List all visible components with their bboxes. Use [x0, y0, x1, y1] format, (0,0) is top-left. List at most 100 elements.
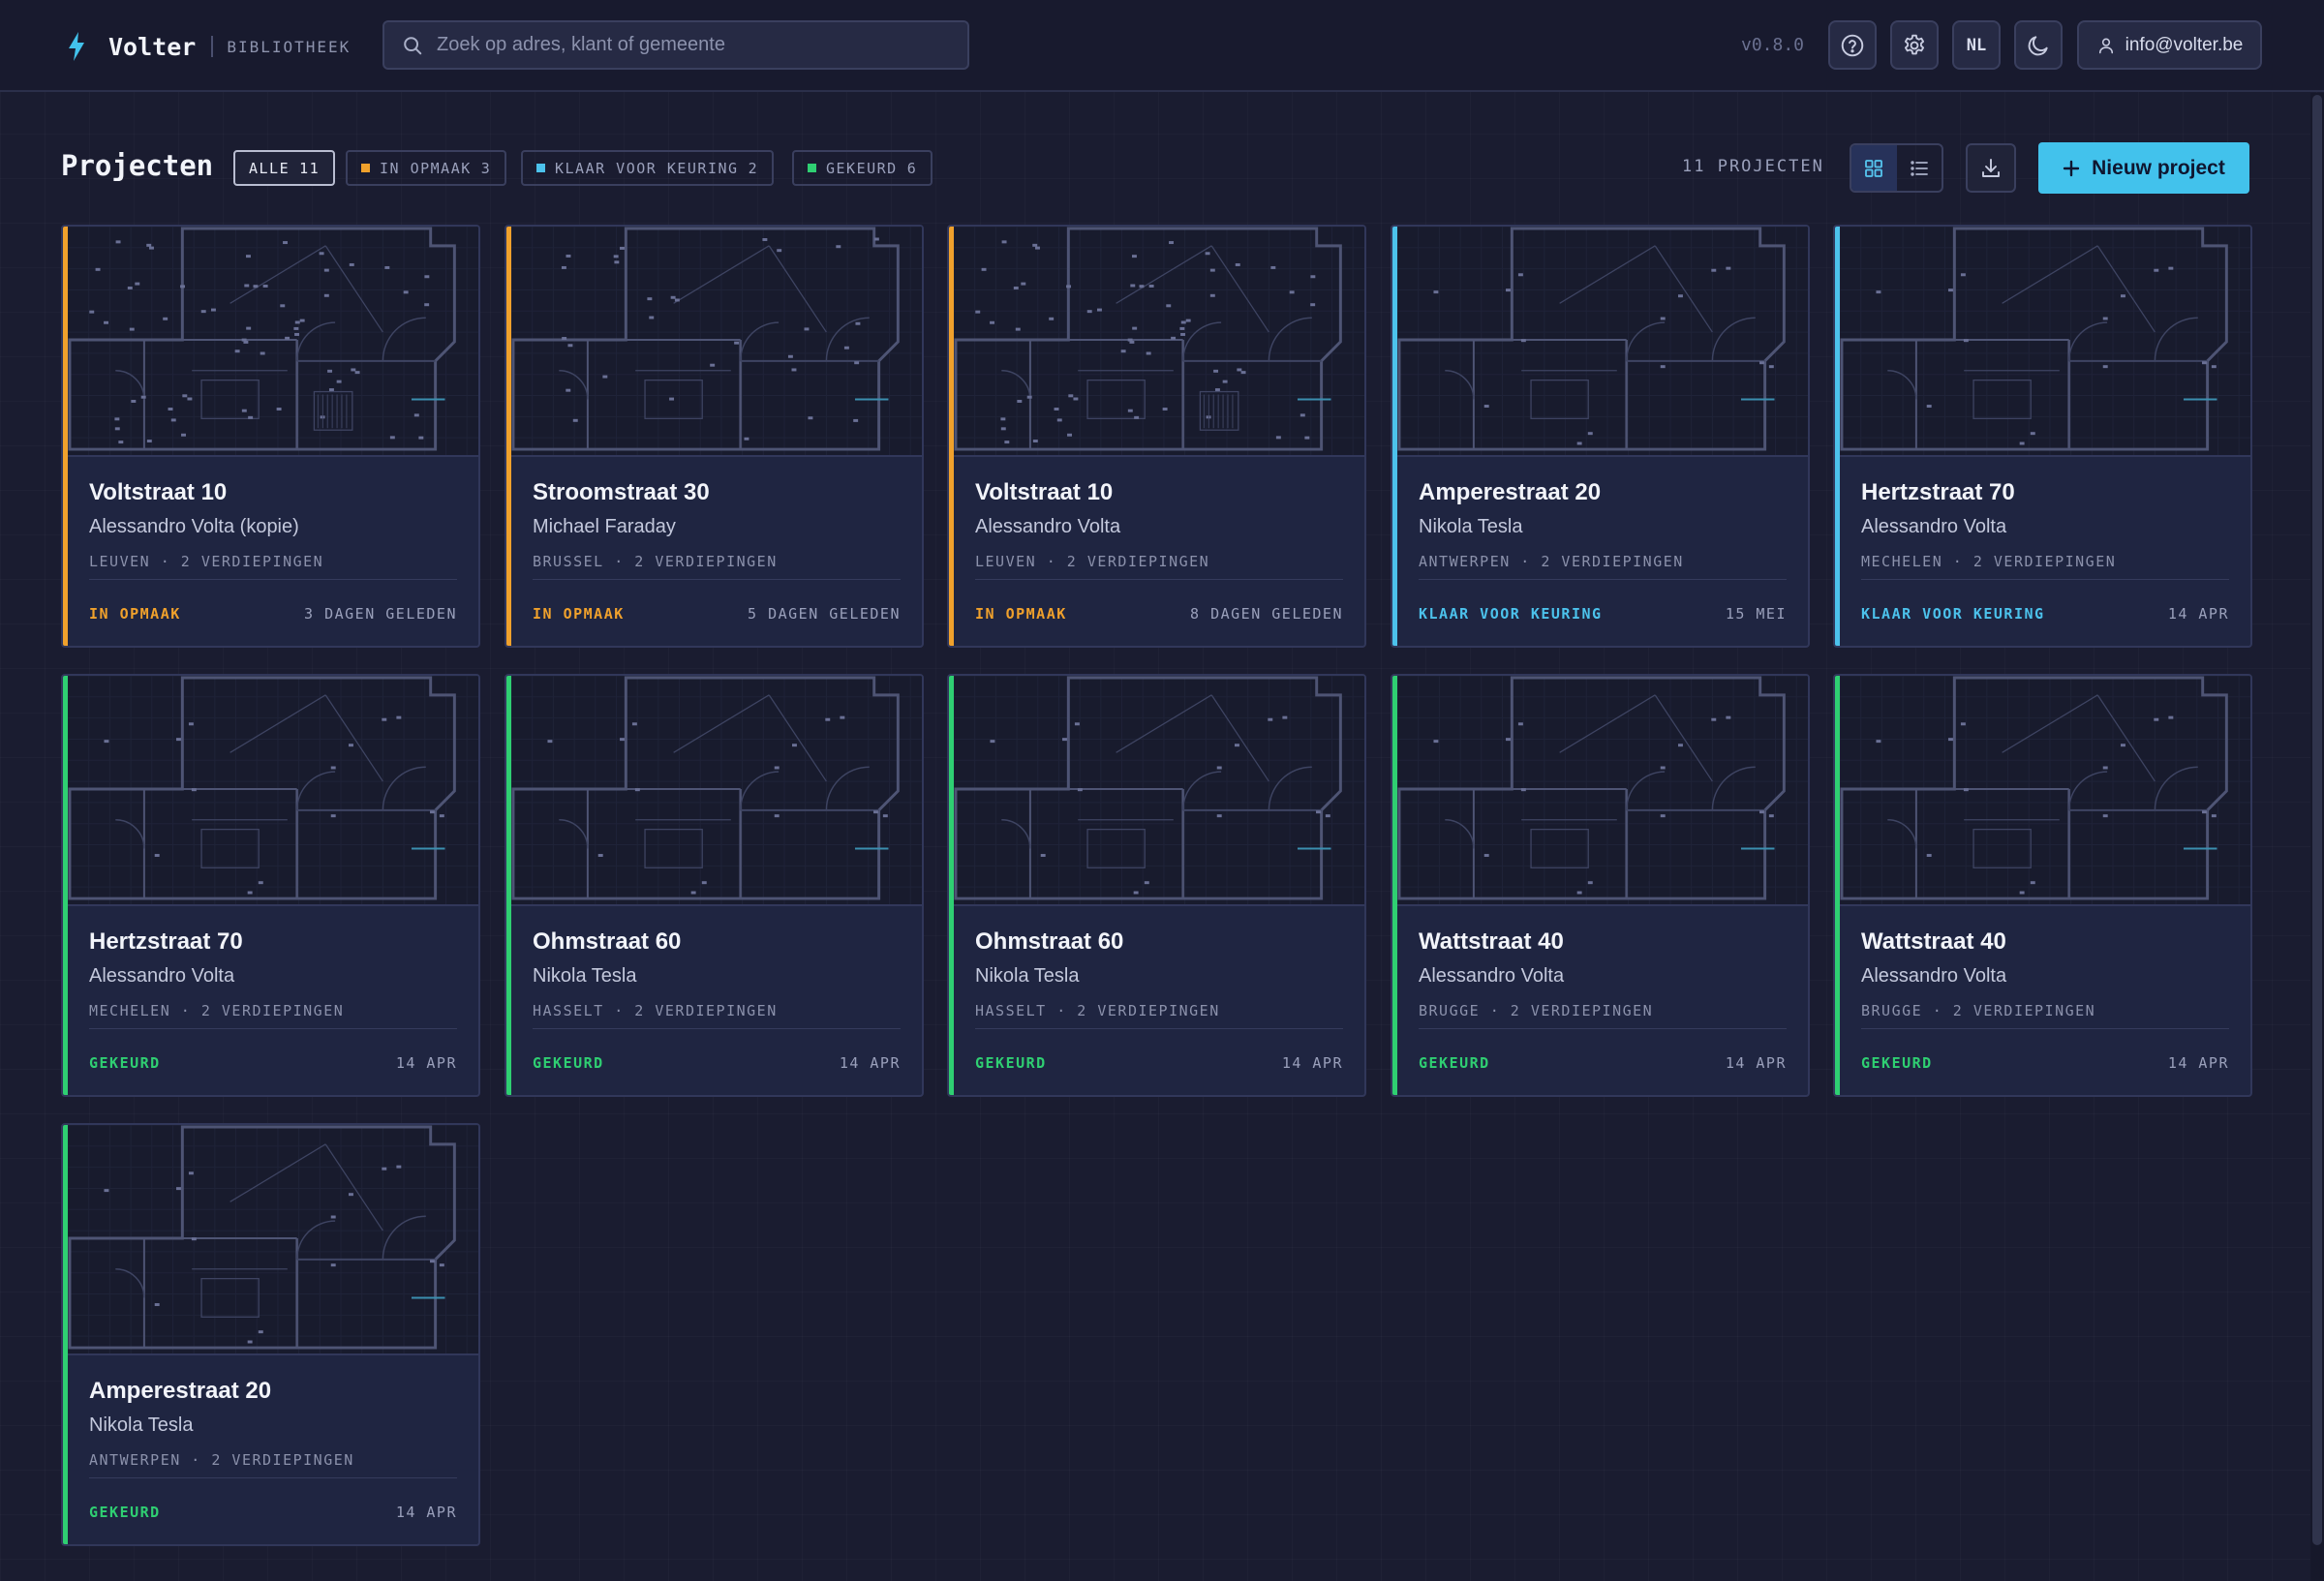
project-date: 14 APR	[1725, 1054, 1787, 1072]
project-title: Wattstraat 40	[1861, 928, 2006, 955]
filter-in-opmaak[interactable]: IN OPMAAK 3	[346, 150, 507, 186]
project-title: Amperestraat 20	[89, 1378, 272, 1404]
user-icon	[2098, 38, 2113, 53]
card-footer: GEKEURD 14 APR	[1419, 1054, 1787, 1072]
card-body: Wattstraat 40 Alessandro Volta BRUGGE · …	[1397, 908, 1808, 1095]
filter-klaar-voor-keuring[interactable]: KLAAR VOOR KEURING 2	[521, 150, 775, 186]
brand-divider	[211, 36, 214, 57]
status-label: GEKEURD	[1861, 1054, 1933, 1072]
project-meta: BRUGGE · 2 VERDIEPINGEN	[1861, 1002, 2229, 1029]
card-body: Amperestraat 20 Nikola Tesla ANTWERPEN ·…	[1397, 459, 1808, 646]
help-circle-icon	[1841, 34, 1864, 56]
project-card[interactable]: Amperestraat 20 Nikola Tesla ANTWERPEN ·…	[61, 1123, 480, 1546]
card-footer: IN OPMAAK 3 DAGEN GELEDEN	[89, 605, 457, 623]
filter-label: KLAAR VOOR KEURING	[555, 159, 739, 177]
status-accent-bar	[1392, 227, 1397, 646]
status-accent-bar	[506, 227, 511, 646]
card-footer: IN OPMAAK 8 DAGEN GELEDEN	[975, 605, 1343, 623]
scrollbar-thumb[interactable]	[2312, 95, 2322, 1545]
card-body: Amperestraat 20 Nikola Tesla ANTWERPEN ·…	[68, 1357, 478, 1544]
card-footer: GEKEURD 14 APR	[89, 1054, 457, 1072]
download-button[interactable]	[1966, 143, 2016, 193]
card-footer: GEKEURD 14 APR	[533, 1054, 901, 1072]
project-date: 14 APR	[2167, 1054, 2229, 1072]
card-footer: KLAAR VOOR KEURING 15 MEI	[1419, 605, 1787, 623]
card-body: Stroomstraat 30 Michael Faraday BRUSSEL …	[511, 459, 922, 646]
project-card[interactable]: Wattstraat 40 Alessandro Volta BRUGGE · …	[1833, 674, 2252, 1097]
project-client: Alessandro Volta	[1861, 965, 2007, 987]
filter-count: 6	[906, 159, 918, 177]
search-input[interactable]	[437, 34, 960, 56]
list-view-button[interactable]	[1897, 145, 1942, 191]
project-date: 3 DAGEN GELEDEN	[304, 605, 457, 623]
project-card[interactable]: Wattstraat 40 Alessandro Volta BRUGGE · …	[1391, 674, 1810, 1097]
top-bar: Volter BIBLIOTHEEK v0.8.0 NL info@volter…	[0, 0, 2324, 92]
project-card[interactable]: Voltstraat 10 Alessandro Volta LEUVEN · …	[947, 225, 1366, 648]
project-card[interactable]: Ohmstraat 60 Nikola Tesla HASSELT · 2 VE…	[505, 674, 924, 1097]
project-date: 14 APR	[1281, 1054, 1343, 1072]
user-menu-button[interactable]: info@volter.be	[2077, 20, 2262, 70]
project-date: 14 APR	[395, 1054, 457, 1072]
status-dot	[361, 164, 370, 172]
project-client: Alessandro Volta	[89, 965, 235, 987]
project-title: Amperestraat 20	[1419, 479, 1602, 505]
project-meta: LEUVEN · 2 VERDIEPINGEN	[89, 553, 457, 580]
search-icon	[404, 36, 422, 54]
project-title: Voltstraat 10	[975, 479, 1114, 505]
project-card[interactable]: Hertzstraat 70 Alessandro Volta MECHELEN…	[1833, 225, 2252, 648]
brand[interactable]: Volter BIBLIOTHEEK	[66, 27, 351, 66]
download-icon	[1982, 158, 2000, 177]
project-client: Michael Faraday	[533, 516, 676, 537]
card-body: Ohmstraat 60 Nikola Tesla HASSELT · 2 VE…	[511, 908, 922, 1095]
project-client: Alessandro Volta (kopie)	[89, 516, 299, 537]
project-title: Hertzstraat 70	[89, 928, 243, 955]
filter-gekeurd[interactable]: GEKEURD 6	[792, 150, 933, 186]
card-body: Hertzstraat 70 Alessandro Volta MECHELEN…	[1840, 459, 2250, 646]
project-date: 15 MEI	[1725, 605, 1787, 623]
card-body: Hertzstraat 70 Alessandro Volta MECHELEN…	[68, 908, 478, 1095]
help-button[interactable]	[1828, 20, 1877, 70]
filter-all[interactable]: ALLE 11	[233, 150, 336, 186]
project-meta: HASSELT · 2 VERDIEPINGEN	[975, 1002, 1343, 1029]
floor-plan-thumbnail	[1840, 227, 2250, 457]
project-card[interactable]: Hertzstraat 70 Alessandro Volta MECHELEN…	[61, 674, 480, 1097]
new-project-button[interactable]: Nieuw project	[2038, 142, 2249, 194]
filter-label: IN OPMAAK	[380, 159, 472, 177]
status-label: KLAAR VOOR KEURING	[1419, 605, 1603, 623]
language-button[interactable]: NL	[1952, 20, 2001, 70]
project-client: Alessandro Volta	[1419, 965, 1565, 987]
version-label: v0.8.0	[1741, 35, 1805, 55]
grid-view-button[interactable]	[1851, 145, 1897, 191]
search-box[interactable]	[382, 20, 969, 70]
project-date: 8 DAGEN GELEDEN	[1190, 605, 1343, 623]
status-accent-bar	[63, 676, 68, 1095]
project-card[interactable]: Amperestraat 20 Nikola Tesla ANTWERPEN ·…	[1391, 225, 1810, 648]
status-label: IN OPMAAK	[533, 605, 625, 623]
filter-count: 3	[480, 159, 492, 177]
project-card[interactable]: Ohmstraat 60 Nikola Tesla HASSELT · 2 VE…	[947, 674, 1366, 1097]
project-meta: HASSELT · 2 VERDIEPINGEN	[533, 1002, 901, 1029]
project-card[interactable]: Voltstraat 10 Alessandro Volta (kopie) L…	[61, 225, 480, 648]
project-client: Nikola Tesla	[975, 965, 1080, 987]
project-card[interactable]: Stroomstraat 30 Michael Faraday BRUSSEL …	[505, 225, 924, 648]
view-toggle	[1850, 143, 1943, 193]
project-meta: BRUSSEL · 2 VERDIEPINGEN	[533, 553, 901, 580]
status-label: GEKEURD	[89, 1054, 161, 1072]
filter-count: 11	[299, 159, 321, 177]
project-title: Wattstraat 40	[1419, 928, 1564, 955]
status-dot	[536, 164, 545, 172]
status-accent-bar	[949, 676, 954, 1095]
card-footer: IN OPMAAK 5 DAGEN GELEDEN	[533, 605, 901, 623]
floor-plan-thumbnail	[1397, 227, 1808, 457]
filter-label: ALLE	[249, 159, 290, 177]
status-label: GEKEURD	[1419, 1054, 1490, 1072]
project-meta: LEUVEN · 2 VERDIEPINGEN	[975, 553, 1343, 580]
settings-button[interactable]	[1890, 20, 1939, 70]
project-meta: ANTWERPEN · 2 VERDIEPINGEN	[1419, 553, 1787, 580]
floor-plan-thumbnail	[954, 227, 1364, 457]
floor-plan-thumbnail	[68, 227, 478, 457]
card-body: Ohmstraat 60 Nikola Tesla HASSELT · 2 VE…	[954, 908, 1364, 1095]
theme-toggle-button[interactable]	[2014, 20, 2063, 70]
project-client: Nikola Tesla	[89, 1414, 194, 1436]
card-body: Wattstraat 40 Alessandro Volta BRUGGE · …	[1840, 908, 2250, 1095]
